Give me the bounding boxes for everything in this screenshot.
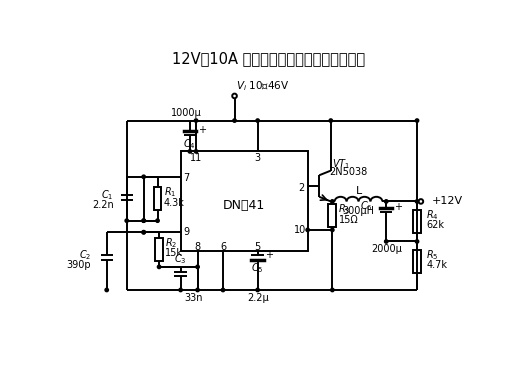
- Circle shape: [105, 288, 108, 292]
- Circle shape: [179, 288, 183, 292]
- Circle shape: [256, 119, 259, 122]
- Text: 2: 2: [299, 183, 305, 193]
- Text: $C_2$: $C_2$: [79, 249, 92, 262]
- Circle shape: [125, 219, 129, 222]
- Circle shape: [331, 288, 334, 292]
- Text: $R_5$: $R_5$: [426, 249, 439, 262]
- Circle shape: [196, 288, 199, 292]
- Text: 2.2n: 2.2n: [92, 200, 113, 210]
- Circle shape: [329, 119, 333, 122]
- Text: 15Ω: 15Ω: [338, 215, 358, 224]
- Bar: [413, 250, 421, 273]
- Text: 390p: 390p: [67, 260, 92, 270]
- Text: 3: 3: [255, 153, 260, 162]
- Text: 6: 6: [220, 242, 226, 252]
- Text: 2N5038: 2N5038: [329, 167, 368, 177]
- Circle shape: [415, 119, 419, 122]
- Text: 10: 10: [294, 225, 306, 235]
- Text: 7: 7: [184, 173, 190, 183]
- Circle shape: [188, 150, 191, 153]
- Circle shape: [142, 230, 145, 234]
- Circle shape: [384, 200, 388, 203]
- Bar: [328, 204, 336, 227]
- Text: $V_i$ 10～46V: $V_i$ 10～46V: [236, 79, 289, 93]
- Text: +12V: +12V: [431, 196, 463, 206]
- Circle shape: [142, 230, 145, 234]
- Circle shape: [156, 219, 159, 222]
- Circle shape: [384, 240, 388, 243]
- Text: 62k: 62k: [426, 220, 444, 230]
- Circle shape: [256, 288, 259, 292]
- Text: 4.3k: 4.3k: [164, 197, 185, 208]
- Text: 33n: 33n: [185, 293, 203, 303]
- Text: $C_6$: $C_6$: [360, 199, 372, 213]
- Text: 300μH: 300μH: [343, 206, 374, 216]
- Text: 4.7k: 4.7k: [426, 260, 447, 270]
- Circle shape: [195, 119, 198, 122]
- Text: $C_5$: $C_5$: [252, 262, 264, 275]
- Text: 15k: 15k: [165, 249, 183, 258]
- Bar: [413, 210, 421, 233]
- Bar: [155, 238, 163, 261]
- Text: $R_3$: $R_3$: [338, 203, 351, 217]
- Bar: [154, 187, 162, 210]
- Circle shape: [233, 119, 236, 122]
- Circle shape: [196, 265, 199, 268]
- Text: 5: 5: [255, 242, 261, 252]
- Text: 1000μ: 1000μ: [170, 108, 201, 118]
- Text: $C_1$: $C_1$: [101, 188, 113, 202]
- Circle shape: [415, 200, 419, 203]
- Text: 9: 9: [184, 227, 190, 237]
- Text: 2000μ: 2000μ: [371, 244, 402, 254]
- Text: 8: 8: [195, 242, 201, 252]
- Circle shape: [415, 240, 419, 243]
- Circle shape: [221, 288, 225, 292]
- Circle shape: [306, 228, 310, 232]
- Text: $C_4$: $C_4$: [184, 137, 196, 150]
- Bar: [180, 152, 308, 252]
- Text: 2.2μ: 2.2μ: [247, 293, 268, 303]
- Text: $C_3$: $C_3$: [174, 252, 187, 266]
- Text: +: +: [394, 202, 402, 212]
- Text: L: L: [356, 186, 361, 196]
- Text: $R_2$: $R_2$: [165, 237, 178, 250]
- Circle shape: [142, 175, 145, 179]
- Text: $VT_1$: $VT_1$: [332, 158, 350, 171]
- Text: +: +: [198, 125, 206, 135]
- Circle shape: [195, 150, 198, 153]
- Circle shape: [331, 228, 334, 232]
- Text: 12V、10A 电源。原理电路如图　　所示。: 12V、10A 电源。原理电路如图 所示。: [172, 52, 365, 67]
- Circle shape: [157, 265, 161, 268]
- Circle shape: [142, 219, 145, 222]
- Text: $R_1$: $R_1$: [164, 186, 176, 200]
- Circle shape: [331, 200, 334, 203]
- Text: 11: 11: [190, 153, 202, 162]
- Text: $R_4$: $R_4$: [426, 208, 439, 222]
- Text: DN－41: DN－41: [223, 199, 265, 212]
- Circle shape: [142, 219, 145, 222]
- Text: +: +: [265, 250, 274, 260]
